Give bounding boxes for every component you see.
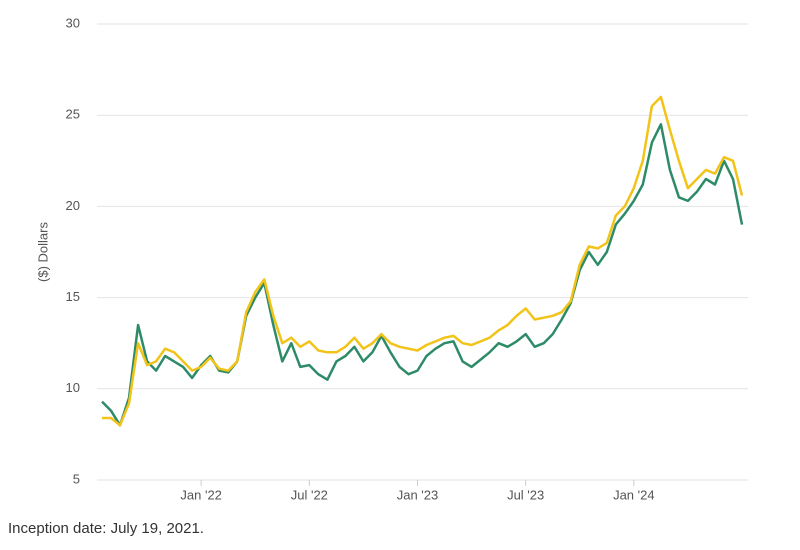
series-line bbox=[101, 123, 744, 427]
y-tick-label: 15 bbox=[66, 289, 80, 304]
y-axis-label: ($) Dollars bbox=[35, 222, 50, 282]
x-tick-label: Jan '22 bbox=[180, 487, 222, 502]
inception-note: Inception date: July 19, 2021. bbox=[8, 520, 204, 537]
x-tick-label: Jan '24 bbox=[613, 487, 655, 502]
y-tick-label: 20 bbox=[66, 198, 80, 213]
series-line bbox=[102, 95, 744, 427]
y-tick-label: 30 bbox=[66, 15, 80, 30]
x-tick-label: Jul '23 bbox=[507, 487, 544, 502]
y-tick-label: 5 bbox=[73, 471, 80, 486]
x-tick-label: Jan '23 bbox=[397, 487, 439, 502]
y-tick-label: 10 bbox=[66, 380, 80, 395]
x-tick-label: Jul '22 bbox=[291, 487, 328, 502]
y-tick-label: 25 bbox=[66, 107, 80, 122]
